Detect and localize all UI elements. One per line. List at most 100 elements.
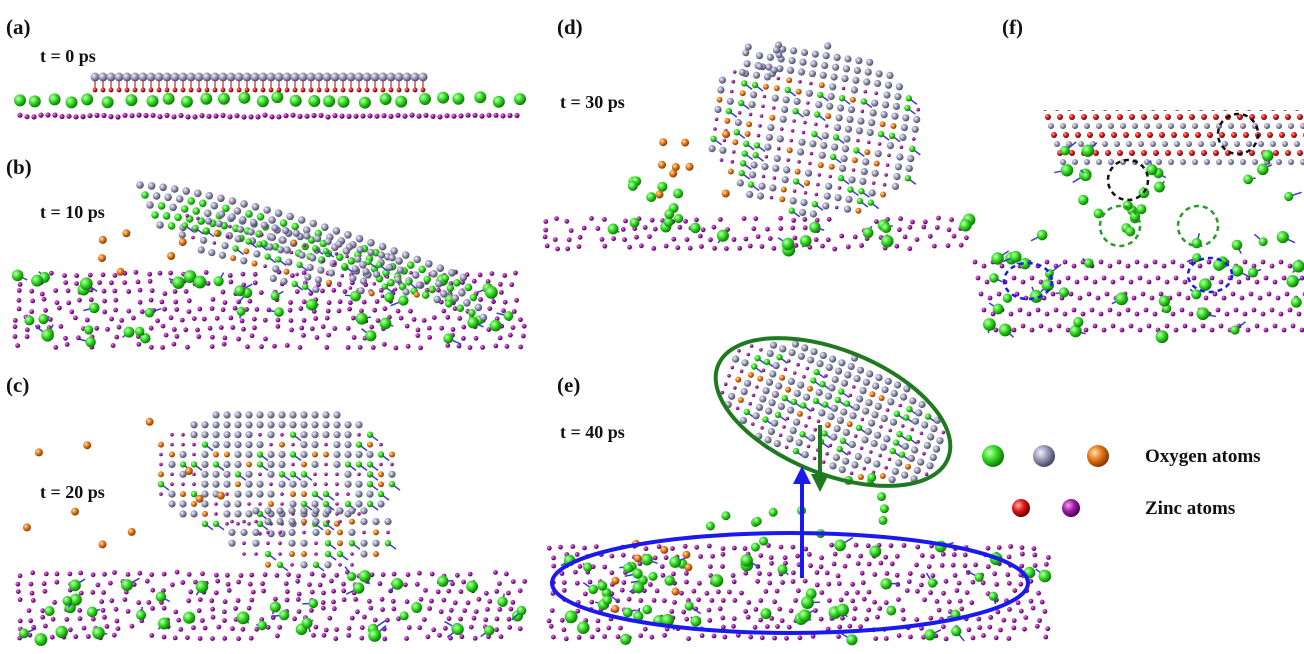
atom (335, 252, 339, 256)
atom (946, 243, 951, 248)
atom (338, 284, 342, 288)
atom (874, 80, 881, 87)
atom (226, 234, 230, 238)
atom (735, 377, 741, 383)
atom (522, 324, 527, 329)
atom (378, 471, 384, 477)
atom (258, 502, 262, 506)
atom (891, 390, 898, 397)
atom (386, 531, 390, 535)
atom (881, 223, 891, 233)
atom (644, 546, 649, 551)
atom (902, 443, 909, 450)
atom (411, 73, 420, 82)
atom (249, 573, 254, 578)
atom (372, 518, 379, 525)
atom (331, 73, 340, 82)
swatch (982, 445, 1004, 467)
atom (279, 471, 285, 477)
atom (1105, 292, 1110, 297)
atom (64, 617, 69, 622)
atom (429, 599, 434, 604)
atom (311, 113, 316, 118)
atom (1066, 276, 1071, 281)
atom (355, 500, 362, 507)
atom (926, 462, 933, 469)
atom (777, 135, 784, 142)
atom (258, 433, 262, 437)
atom (916, 108, 920, 112)
atom (172, 276, 185, 289)
atom (337, 540, 343, 546)
atom (846, 554, 851, 559)
atom (877, 492, 886, 501)
atom (720, 158, 724, 162)
atom (1252, 159, 1258, 165)
atom (390, 463, 394, 467)
atom (170, 482, 174, 486)
atom (222, 342, 227, 347)
atom (242, 541, 246, 545)
atom (91, 572, 96, 577)
atom (228, 540, 235, 547)
atom (835, 206, 839, 210)
atom (793, 371, 797, 375)
atom (886, 72, 893, 79)
atom (1108, 123, 1114, 129)
atom (119, 318, 124, 323)
atom (830, 154, 836, 160)
atom (324, 345, 329, 350)
atom (1099, 260, 1104, 265)
atom (126, 289, 131, 294)
atom (1282, 276, 1287, 281)
atom (768, 428, 775, 435)
atom (133, 88, 138, 93)
atom (952, 234, 957, 239)
atom (865, 69, 872, 76)
atom (222, 618, 227, 623)
atom (43, 624, 48, 629)
atom (1099, 312, 1104, 317)
atom (59, 324, 64, 329)
atom (779, 375, 785, 381)
atom (195, 73, 204, 82)
atom (441, 309, 446, 314)
atom (40, 608, 45, 613)
atom (147, 95, 159, 107)
atom (1294, 141, 1300, 147)
atom (497, 581, 502, 586)
atom (176, 618, 181, 623)
atom (1084, 328, 1089, 333)
atom (248, 299, 253, 304)
atom (217, 195, 225, 203)
atom (339, 114, 344, 119)
atom (794, 390, 801, 397)
atom (1153, 260, 1158, 265)
atom (998, 628, 1003, 633)
atom (1192, 276, 1197, 281)
atom (900, 145, 904, 149)
atom (931, 573, 936, 578)
atom (610, 554, 615, 559)
atom (403, 288, 410, 295)
atom (136, 113, 141, 118)
atom (545, 244, 550, 249)
atom (575, 581, 580, 586)
atom (817, 420, 821, 424)
atom (223, 500, 230, 507)
atom (180, 461, 186, 467)
atom (346, 243, 353, 250)
atom (150, 288, 155, 293)
atom (1294, 105, 1300, 111)
atom (753, 625, 758, 630)
atom (223, 481, 230, 488)
atom (398, 295, 408, 305)
atom (890, 448, 896, 454)
atom (1132, 296, 1137, 301)
atom (857, 198, 863, 204)
atom (634, 235, 639, 240)
atom (842, 145, 849, 152)
atom (214, 512, 218, 516)
atom (1021, 280, 1026, 285)
atom (852, 77, 859, 84)
